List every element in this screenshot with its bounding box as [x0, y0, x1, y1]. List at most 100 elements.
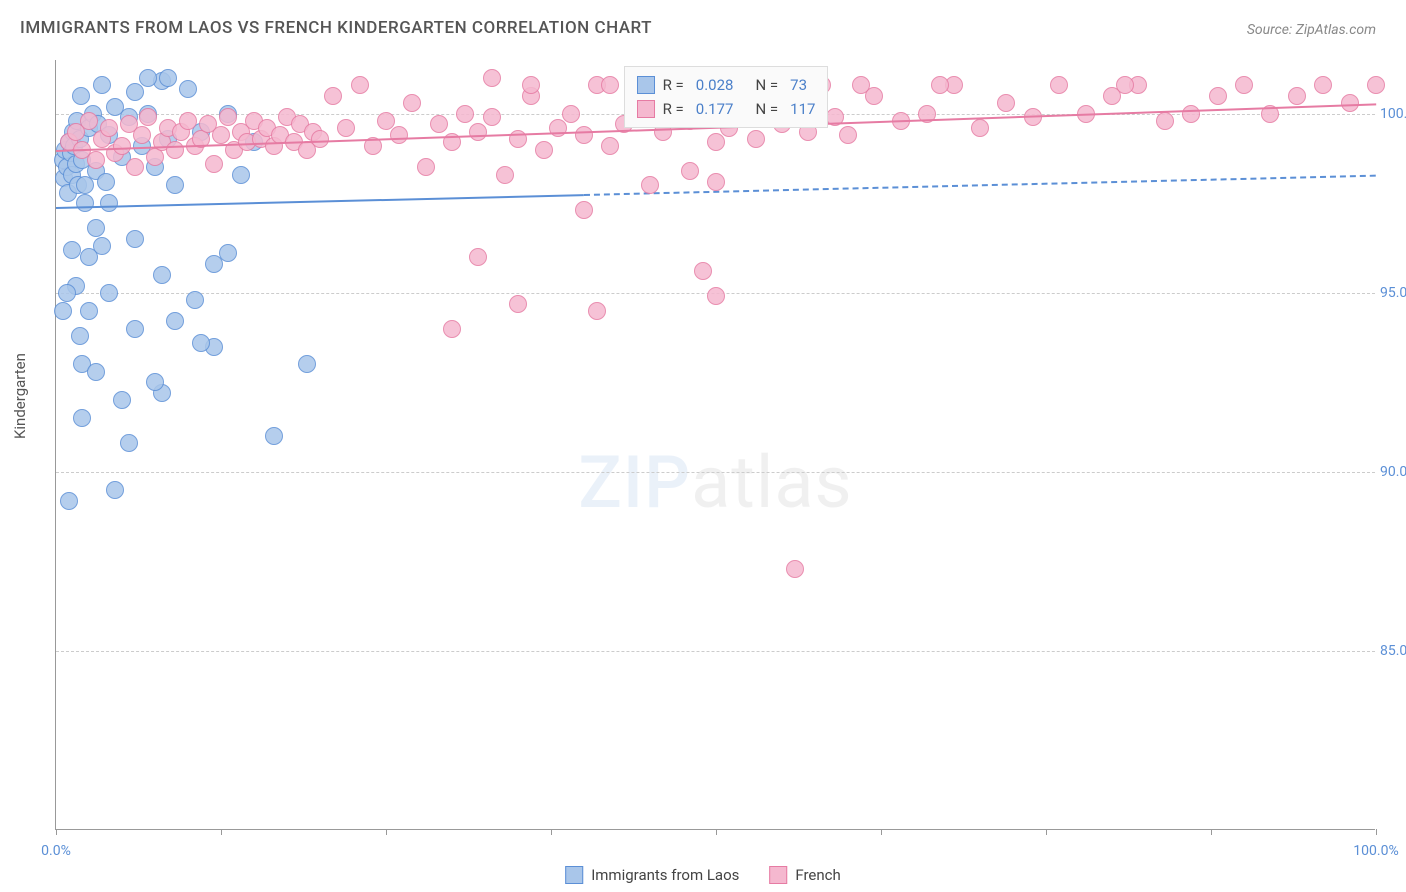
data-point-laos	[126, 83, 144, 101]
x-tick	[1211, 829, 1212, 835]
data-point-french	[469, 123, 487, 141]
n-value-laos: 73	[790, 73, 807, 97]
data-point-laos	[106, 481, 124, 499]
data-point-french	[588, 302, 606, 320]
data-point-french	[100, 119, 118, 137]
y-tick-label: 90.0%	[1380, 464, 1406, 480]
data-point-french	[1235, 76, 1253, 94]
stats-row-laos: R =0.028N =73	[637, 73, 816, 97]
data-point-french	[351, 76, 369, 94]
data-point-french	[601, 137, 619, 155]
data-point-french	[522, 76, 540, 94]
bottom-legend: Immigrants from Laos French	[565, 866, 841, 884]
data-point-laos	[80, 302, 98, 320]
data-point-french	[133, 126, 151, 144]
data-point-laos	[232, 166, 250, 184]
data-point-french	[1182, 105, 1200, 123]
r-value-french: 0.177	[696, 97, 734, 121]
watermark: ZIPatlas	[578, 440, 852, 525]
data-point-laos	[93, 76, 111, 94]
x-tick	[221, 829, 222, 835]
data-point-french	[179, 112, 197, 130]
data-point-french	[707, 133, 725, 151]
x-tick-label: 100.0%	[1353, 843, 1398, 859]
data-point-french	[469, 248, 487, 266]
x-tick	[716, 829, 717, 835]
stats-row-french: R =0.177N =117	[637, 97, 816, 121]
data-point-french	[562, 105, 580, 123]
x-tick	[881, 829, 882, 835]
data-point-laos	[120, 434, 138, 452]
data-point-french	[212, 126, 230, 144]
data-point-french	[1341, 94, 1359, 112]
r-value-laos: 0.028	[696, 73, 734, 97]
data-point-french	[166, 141, 184, 159]
data-point-laos	[205, 255, 223, 273]
data-point-french	[535, 141, 553, 159]
r-label: R =	[663, 73, 684, 97]
data-point-laos	[265, 427, 283, 445]
source-attribution: Source: ZipAtlas.com	[1247, 22, 1376, 38]
x-tick-label: 0.0%	[41, 843, 71, 859]
data-point-laos	[58, 284, 76, 302]
data-point-french	[430, 115, 448, 133]
data-point-laos	[166, 176, 184, 194]
data-point-french	[496, 166, 514, 184]
data-point-french	[311, 130, 329, 148]
chart-title: IMMIGRANTS FROM LAOS VS FRENCH KINDERGAR…	[20, 18, 652, 38]
data-point-laos	[159, 69, 177, 87]
data-point-french	[456, 105, 474, 123]
n-label: N =	[755, 97, 778, 121]
data-point-french	[575, 126, 593, 144]
y-axis-label: Kindergarten	[11, 353, 29, 439]
data-point-laos	[97, 173, 115, 191]
data-point-french	[1116, 76, 1134, 94]
data-point-french	[694, 262, 712, 280]
data-point-french	[971, 119, 989, 137]
data-point-laos	[60, 492, 78, 510]
y-tick-label: 100.0%	[1380, 106, 1406, 122]
data-point-french	[852, 76, 870, 94]
scatter-chart: ZIPatlas 85.0%90.0%95.0%100.0%0.0%100.0%…	[55, 60, 1375, 830]
data-point-laos	[54, 302, 72, 320]
data-point-french	[219, 108, 237, 126]
x-tick	[56, 829, 57, 835]
data-point-french	[483, 108, 501, 126]
data-point-laos	[126, 230, 144, 248]
data-point-french	[1209, 87, 1227, 105]
stats-swatch-laos	[637, 76, 655, 94]
data-point-french	[1050, 76, 1068, 94]
data-point-french	[87, 151, 105, 169]
data-point-laos	[186, 291, 204, 309]
legend-label-laos: Immigrants from Laos	[591, 866, 739, 884]
data-point-french	[205, 155, 223, 173]
data-point-laos	[146, 373, 164, 391]
gridline	[56, 651, 1375, 652]
data-point-french	[601, 76, 619, 94]
legend-swatch-laos	[565, 866, 583, 884]
data-point-french	[681, 162, 699, 180]
data-point-french	[390, 126, 408, 144]
data-point-french	[1288, 87, 1306, 105]
data-point-french	[786, 560, 804, 578]
n-value-french: 117	[790, 97, 815, 121]
data-point-french	[417, 158, 435, 176]
data-point-french	[403, 94, 421, 112]
trend-line-laos	[56, 194, 584, 209]
legend-swatch-french	[769, 866, 787, 884]
data-point-laos	[113, 391, 131, 409]
data-point-french	[641, 176, 659, 194]
data-point-laos	[76, 176, 94, 194]
data-point-laos	[72, 87, 90, 105]
data-point-laos	[87, 219, 105, 237]
trend-line-laos	[584, 175, 1376, 196]
data-point-laos	[100, 194, 118, 212]
stats-swatch-french	[637, 100, 655, 118]
data-point-french	[113, 137, 131, 155]
data-point-laos	[153, 266, 171, 284]
x-tick	[1376, 829, 1377, 835]
data-point-french	[1367, 76, 1385, 94]
legend-item-laos: Immigrants from Laos	[565, 866, 739, 884]
data-point-laos	[139, 69, 157, 87]
data-point-french	[337, 119, 355, 137]
